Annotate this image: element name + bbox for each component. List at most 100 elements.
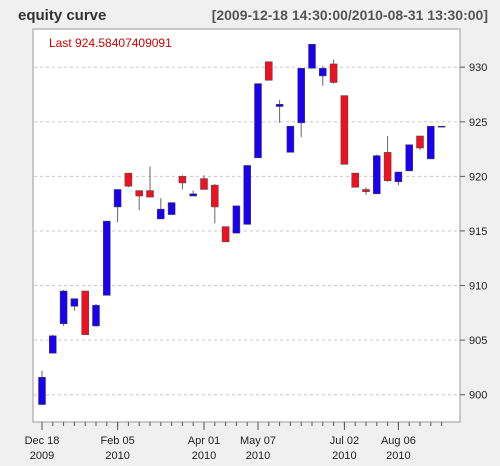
candle xyxy=(59,289,68,326)
candle-body xyxy=(308,44,316,69)
x-tick-label: Feb 05 xyxy=(100,435,134,447)
candle xyxy=(297,68,305,138)
candle-body xyxy=(49,335,57,354)
candle-body xyxy=(405,144,413,172)
candle-body xyxy=(70,298,79,307)
candle xyxy=(405,144,413,172)
y-tick-label: 920 xyxy=(469,171,487,183)
candle xyxy=(157,198,165,220)
candle-body xyxy=(362,189,370,192)
candle-body xyxy=(124,172,133,187)
x-tick-year-label: 2010 xyxy=(386,450,410,462)
candle-body xyxy=(416,135,424,149)
candle xyxy=(146,166,154,198)
candle xyxy=(189,190,197,197)
candle-body xyxy=(59,290,68,324)
candle-body xyxy=(167,202,176,215)
candle-body xyxy=(437,125,446,128)
candle xyxy=(49,334,57,354)
candle xyxy=(340,95,349,165)
y-tick-label: 930 xyxy=(469,62,487,74)
candle-body xyxy=(383,152,392,181)
candle xyxy=(319,66,327,86)
candle xyxy=(383,135,392,182)
candle-body xyxy=(200,178,208,190)
x-tick-label: Apr 01 xyxy=(188,435,220,447)
candle-body xyxy=(373,155,381,195)
candle-body xyxy=(427,125,435,160)
chart-title: equity curve xyxy=(18,7,106,24)
candle xyxy=(243,165,251,225)
candle xyxy=(286,125,295,153)
candle-body xyxy=(211,184,219,208)
candle-body xyxy=(319,68,327,77)
candle-body xyxy=(221,226,230,243)
x-tick-label: Aug 06 xyxy=(381,435,416,447)
x-tick-year-label: 2010 xyxy=(246,450,270,462)
candle xyxy=(167,202,176,215)
y-tick-label: 900 xyxy=(469,390,487,402)
candle xyxy=(232,205,241,234)
candle-body xyxy=(265,61,273,81)
candle-body xyxy=(81,290,89,335)
x-axis: Dec 18 2009 Feb 05 2010 Apr 01 2010 May 07 2010… xyxy=(25,422,443,462)
y-axis: 900 905 910 915 920 925 930 xyxy=(460,62,487,402)
candle xyxy=(308,44,316,69)
candle xyxy=(135,190,143,211)
candle-body xyxy=(286,125,295,153)
candle xyxy=(113,189,122,223)
plot-area xyxy=(32,28,461,423)
candle-body xyxy=(254,83,262,159)
candle xyxy=(200,175,208,190)
x-tick-year-label: 2010 xyxy=(332,450,356,462)
candle xyxy=(178,175,187,190)
candlestick-series xyxy=(38,44,446,405)
candle xyxy=(373,154,381,195)
candle xyxy=(38,370,46,405)
candle xyxy=(275,99,284,123)
x-tick-label: Jul 02 xyxy=(330,435,359,447)
candle-body xyxy=(351,172,359,188)
candle xyxy=(124,172,133,188)
chart-date-range: [2009-12-18 14:30:00/2010-08-31 13:30:00… xyxy=(212,7,488,23)
candle-body xyxy=(178,176,187,184)
candle xyxy=(351,172,359,188)
x-tick-year-label: 2009 xyxy=(30,450,54,462)
candle xyxy=(362,187,370,195)
candle xyxy=(416,135,424,151)
candle xyxy=(437,125,446,128)
candle-body xyxy=(394,171,403,183)
candle-body xyxy=(157,208,165,220)
candle-body xyxy=(189,193,197,197)
candle-body xyxy=(340,95,349,165)
candle xyxy=(103,220,111,296)
candle xyxy=(81,290,89,335)
candle-body xyxy=(146,190,154,198)
y-tick-label: 905 xyxy=(469,335,487,347)
candle xyxy=(70,298,79,311)
candle-body xyxy=(232,205,241,234)
candle-body xyxy=(275,104,284,107)
candle xyxy=(427,125,435,160)
candle xyxy=(394,171,403,186)
candle-body xyxy=(243,165,251,225)
candle xyxy=(211,184,219,224)
candle-body xyxy=(92,304,100,327)
candle xyxy=(92,304,100,328)
candle xyxy=(221,226,230,243)
candle-body xyxy=(113,189,122,208)
candle-body xyxy=(38,376,46,405)
candle-body xyxy=(297,68,305,124)
y-tick-label: 915 xyxy=(469,226,487,238)
candle xyxy=(265,61,273,81)
y-tick-label: 925 xyxy=(469,117,487,129)
candle-body xyxy=(329,63,338,83)
candle-body xyxy=(103,220,111,296)
candle xyxy=(254,83,262,159)
y-tick-label: 910 xyxy=(469,281,487,293)
last-value-label: Last 924.58407409091 xyxy=(49,36,172,50)
x-tick-year-label: 2010 xyxy=(105,450,129,462)
x-tick-label: Dec 18 xyxy=(25,435,60,447)
